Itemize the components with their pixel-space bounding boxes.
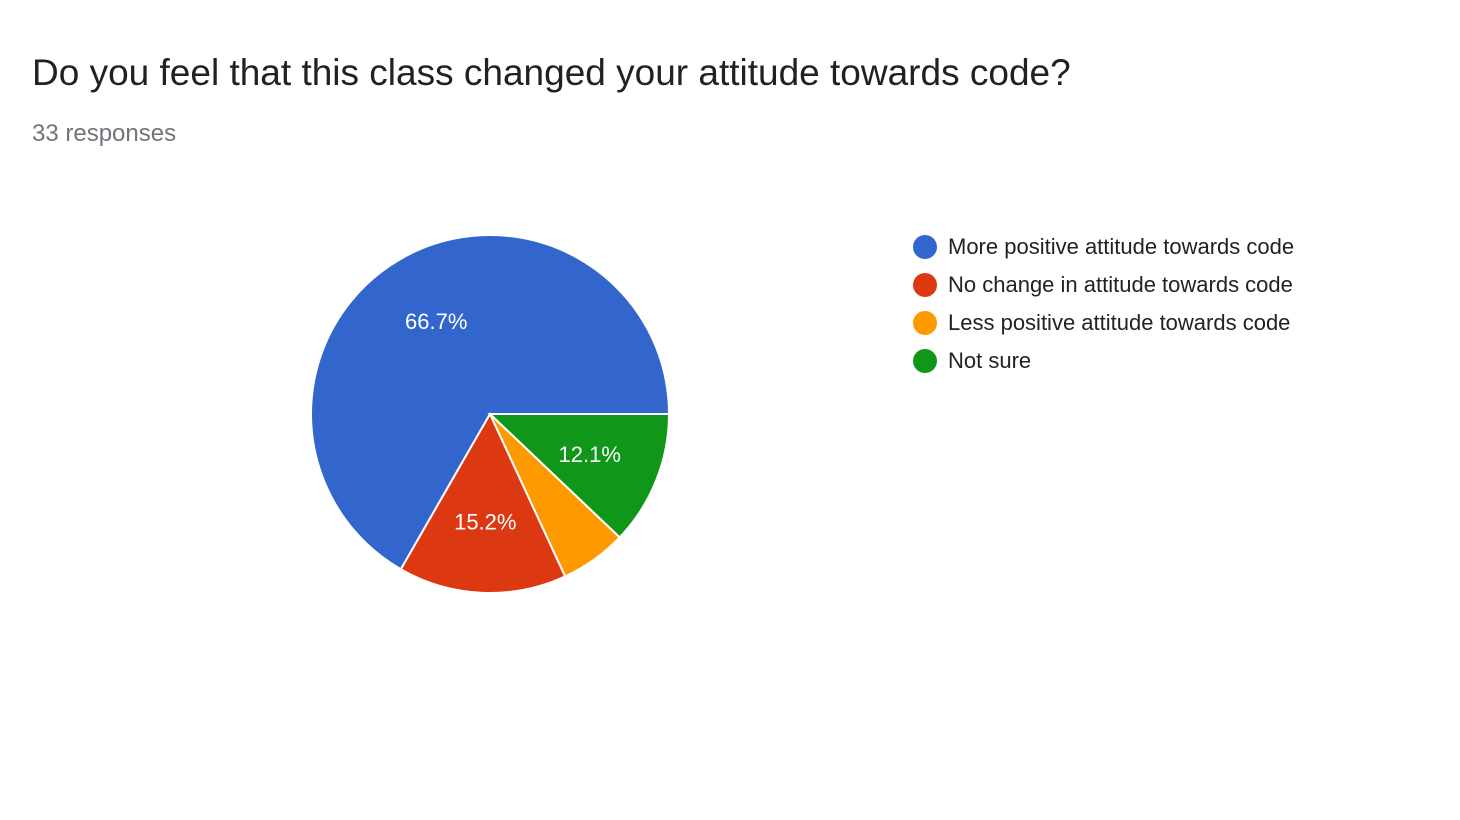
- legend-swatch-less-positive: [913, 311, 937, 335]
- legend-label-not-sure: Not sure: [948, 348, 1032, 373]
- pie-slice-more-positive[interactable]: [310, 234, 671, 571]
- chart-title: Do you feel that this class changed your…: [32, 52, 1071, 93]
- pie-slice-not-sure[interactable]: [487, 413, 671, 539]
- legend-label-less-positive: Less positive attitude towards code: [948, 310, 1291, 335]
- legend-item-more-positive[interactable]: More positive attitude towards code: [913, 228, 1294, 266]
- slice-label-more-positive: 66.7%: [405, 309, 467, 334]
- legend-swatch-more-positive: [913, 235, 937, 259]
- slice-label-not-sure: 12.1%: [559, 442, 621, 467]
- legend-label-more-positive: More positive attitude towards code: [948, 234, 1295, 259]
- pie-slice-no-change[interactable]: [399, 411, 567, 594]
- legend-swatch-no-change: [913, 273, 937, 297]
- legend-swatch-not-sure: [913, 349, 937, 373]
- legend-item-not-sure[interactable]: Not sure: [913, 342, 1294, 380]
- chart-legend: More positive attitude towards code No c…: [913, 228, 1294, 380]
- pie-chart: 66.7% 15.2% 12.1%: [310, 234, 671, 594]
- legend-label-no-change: No change in attitude towards code: [948, 272, 1293, 297]
- legend-item-no-change[interactable]: No change in attitude towards code: [913, 266, 1294, 304]
- response-count: 33 responses: [32, 120, 177, 147]
- legend-item-less-positive[interactable]: Less positive attitude towards code: [913, 304, 1294, 342]
- slice-label-no-change: 15.2%: [454, 509, 516, 534]
